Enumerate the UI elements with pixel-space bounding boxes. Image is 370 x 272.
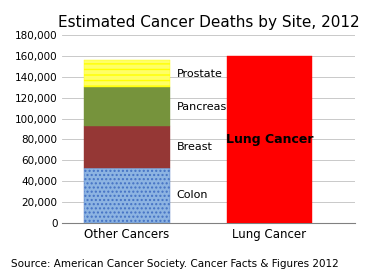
- Text: Pancreas: Pancreas: [176, 102, 227, 112]
- Bar: [84, 126, 169, 168]
- Bar: [226, 56, 312, 223]
- Bar: [84, 60, 169, 87]
- Text: Breast: Breast: [176, 142, 212, 152]
- Text: Prostate: Prostate: [176, 69, 222, 79]
- Text: Colon: Colon: [176, 190, 208, 200]
- Title: Estimated Cancer Deaths by Site, 2012: Estimated Cancer Deaths by Site, 2012: [58, 15, 360, 30]
- Bar: [84, 87, 169, 126]
- Bar: [84, 168, 169, 223]
- Text: Source: American Cancer Society. Cancer Facts & Figures 2012: Source: American Cancer Society. Cancer …: [11, 259, 339, 269]
- Text: Lung Cancer: Lung Cancer: [226, 133, 313, 146]
